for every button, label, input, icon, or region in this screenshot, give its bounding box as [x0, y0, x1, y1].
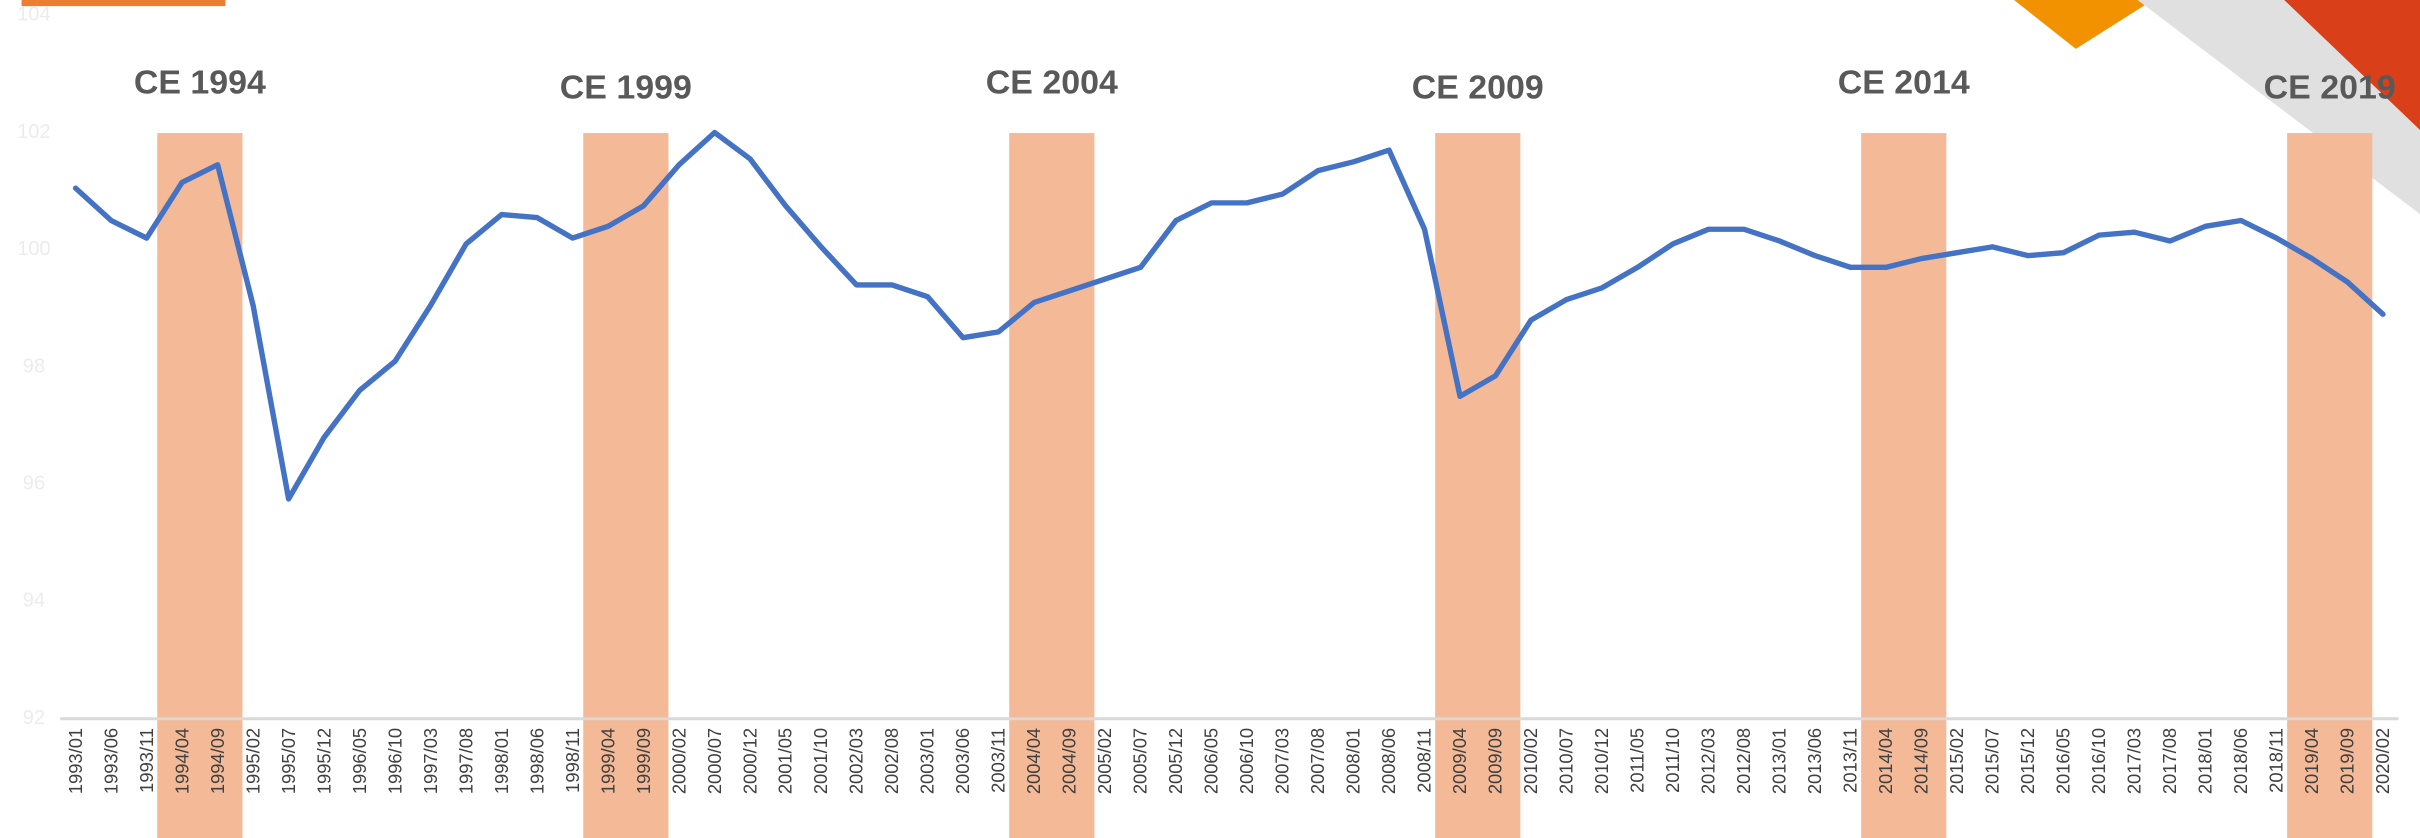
x-tick-label: 2013/11 [1840, 728, 1861, 793]
x-tick-label: 2019/04 [2301, 728, 2322, 794]
x-tick-label: 2005/12 [1165, 728, 1186, 794]
x-tick-label: 2003/01 [917, 728, 938, 794]
decor-bar [22, 0, 226, 6]
band-label: CE 2014 [1838, 64, 1970, 102]
band-label: CE 2009 [1412, 68, 1544, 106]
x-tick-label: 2005/07 [1130, 728, 1151, 794]
x-tick-label: 2015/12 [2017, 728, 2038, 794]
x-tick-label: 2004/09 [1059, 728, 1080, 794]
x-tick-label: 2018/11 [2266, 728, 2287, 793]
x-tick-label: 2014/04 [1875, 728, 1896, 794]
x-tick-label: 2013/06 [1804, 728, 1825, 794]
highlight-band [1861, 133, 1946, 838]
x-tick-label: 1993/06 [100, 728, 121, 794]
y-tick-label: 96 [23, 473, 45, 495]
x-tick-label: 2006/05 [1201, 728, 1222, 794]
x-tick-label: 2020/02 [2372, 728, 2393, 794]
x-tick-label: 2013/01 [1769, 728, 1790, 794]
x-tick-label: 1993/11 [136, 728, 157, 793]
x-tick-label: 2015/07 [1982, 728, 2003, 794]
x-tick-label: 2001/10 [810, 728, 831, 794]
x-tick-label: 1997/08 [455, 728, 476, 794]
x-tick-label: 1998/11 [562, 728, 583, 793]
axes: 92 94 96 98 100 102 104 1993/01 1993/06 1993/11 19… [17, 4, 2398, 795]
x-tick-label: 2002/08 [881, 728, 902, 794]
x-tick-label: 2008/01 [1343, 728, 1364, 794]
x-tick-label: 2017/08 [2159, 728, 2180, 794]
highlight-band [583, 133, 668, 838]
y-tick-label: 92 [23, 707, 45, 729]
x-tick-label: 2017/03 [2124, 728, 2145, 794]
y-tick-label: 100 [17, 238, 50, 260]
y-tick-label: 98 [23, 355, 45, 377]
x-tick-label: 2008/11 [1414, 728, 1435, 793]
x-tick-label: 2000/02 [668, 728, 689, 794]
x-tick-label: 1998/06 [526, 728, 547, 794]
x-tick-label: 1996/10 [384, 728, 405, 794]
x-tick-label: 2005/02 [1094, 728, 1115, 794]
bands: CE 1994 CE 1999 CE 2004 CE 2009 CE 2014 CE 20… [134, 64, 2396, 838]
x-tick-label: 2018/01 [2195, 728, 2216, 794]
y-tick-label: 102 [17, 121, 50, 143]
x-tick-label: 1997/03 [420, 728, 441, 794]
highlight-band [1009, 133, 1094, 838]
x-tick-label: 2014/09 [1911, 728, 1932, 794]
x-tick-label: 1994/09 [207, 728, 228, 794]
band-label: CE 2019 [2264, 68, 2396, 106]
x-tick-label: 1993/01 [65, 728, 86, 794]
highlight-band [157, 133, 242, 838]
x-tick-label: 2004/04 [1023, 728, 1044, 794]
x-tick-label: 2011/05 [1627, 728, 1648, 793]
y-tick-label: 94 [23, 590, 45, 612]
x-tick-label: 2007/08 [1307, 728, 1328, 794]
x-tick-label: 2002/03 [846, 728, 867, 794]
x-tick-label: 1995/02 [242, 728, 263, 794]
x-tick-label: 1994/04 [171, 728, 192, 794]
x-tick-label: 1996/05 [349, 728, 370, 794]
x-tick-label: 2011/10 [1662, 728, 1683, 793]
x-tick-label: 1999/09 [633, 728, 654, 794]
x-tick-label: 2010/07 [1556, 728, 1577, 794]
x-tick-label: 1995/12 [313, 728, 334, 794]
x-tick-label: 2015/02 [1946, 728, 1967, 794]
x-tick-label: 2012/08 [1733, 728, 1754, 794]
plot [76, 133, 2383, 499]
x-tick-label: 2001/05 [775, 728, 796, 794]
x-tick-label: 2000/07 [704, 728, 725, 794]
page: {"chart_data": {"type": "line", "categor… [0, 0, 2420, 838]
x-tick-label: 2019/09 [2337, 728, 2358, 794]
x-tick-label: 2018/06 [2230, 728, 2251, 794]
x-tick-label: 2009/04 [1449, 728, 1470, 794]
x-tick-label: 2003/11 [988, 728, 1009, 793]
x-tick-label: 2016/05 [2053, 728, 2074, 794]
x-tick-label: 2000/12 [739, 728, 760, 794]
x-tick-label: 2003/06 [952, 728, 973, 794]
x-tick-label: 2007/03 [1272, 728, 1293, 794]
highlight-band [2287, 133, 2372, 838]
x-tick-label: 1999/04 [597, 728, 618, 794]
x-tick-label: 2016/10 [2088, 728, 2109, 794]
y-tick-label: 104 [17, 4, 50, 26]
highlight-band [1435, 133, 1520, 838]
data-line [76, 133, 2383, 499]
band-label: CE 2004 [986, 64, 1118, 102]
x-tick-label: 2012/03 [1698, 728, 1719, 794]
x-tick-label: 1998/01 [491, 728, 512, 794]
x-tick-label: 2010/12 [1591, 728, 1612, 794]
x-tick-label: 2008/06 [1378, 728, 1399, 794]
band-label: CE 1994 [134, 64, 266, 102]
band-label: CE 1999 [560, 68, 692, 106]
x-tick-label: 2006/10 [1236, 728, 1257, 794]
x-tick-label: 2009/09 [1485, 728, 1506, 794]
decor-shape [2014, 0, 2153, 49]
x-tick-label: 1995/07 [278, 728, 299, 794]
x-tick-label: 2010/02 [1520, 728, 1541, 794]
chart: CE 1994 CE 1999 CE 2004 CE 2009 CE 2014 CE 20… [0, 0, 2420, 838]
